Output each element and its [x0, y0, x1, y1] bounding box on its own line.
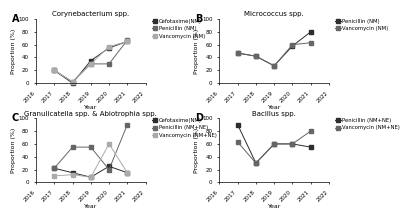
- Penicillin (NM+NE): [254, 162, 258, 164]
- Line: Penicillin (NM+NE): Penicillin (NM+NE): [52, 123, 129, 171]
- Penicillin (NM): [52, 69, 57, 72]
- Title: Granulicatella spp. & Abiotrophia spp.: Granulicatella spp. & Abiotrophia spp.: [24, 110, 157, 117]
- Cefotaxime(NM): [125, 172, 130, 174]
- Line: Penicillin (NM): Penicillin (NM): [52, 38, 129, 84]
- Penicillin (NM+NE): [107, 168, 112, 171]
- Penicillin (NM+NE): [70, 146, 75, 148]
- Penicillin (NM): [290, 45, 295, 47]
- Line: Vancomycin (NM): Vancomycin (NM): [52, 40, 129, 84]
- Line: Penicillin (NM+NE): Penicillin (NM+NE): [236, 123, 312, 165]
- Vancomycin (NM+NE): [308, 130, 313, 132]
- Vancomycin (NM): [70, 81, 75, 83]
- Penicillin (NM): [88, 63, 93, 65]
- Y-axis label: Proportion (%): Proportion (%): [11, 128, 16, 173]
- Text: A: A: [12, 14, 19, 24]
- Vancomycin (NM): [107, 45, 112, 48]
- Vancomycin (NM+NE): [88, 176, 93, 179]
- Y-axis label: Proportion (%): Proportion (%): [194, 28, 199, 74]
- Vancomycin (NM): [88, 63, 93, 65]
- Legend: Penicillin (NM+NE), Vancomycin (NM+NE): Penicillin (NM+NE), Vancomycin (NM+NE): [335, 118, 400, 130]
- Vancomycin (NM): [125, 40, 130, 43]
- Vancomycin (NM+NE): [290, 143, 295, 145]
- Text: C: C: [12, 113, 19, 123]
- Title: Bacillus spp.: Bacillus spp.: [252, 110, 296, 117]
- Legend: Cefotaxime(NM), Penicillin (NM), Vancomycin (NM): Cefotaxime(NM), Penicillin (NM), Vancomy…: [152, 18, 205, 39]
- Title: Corynebacterium spp.: Corynebacterium spp.: [52, 11, 130, 17]
- Y-axis label: Proportion (%): Proportion (%): [11, 28, 16, 74]
- Vancomycin (NM): [308, 42, 313, 44]
- Vancomycin (NM+NE): [125, 172, 130, 174]
- X-axis label: Year: Year: [84, 204, 98, 209]
- Vancomycin (NM): [290, 43, 295, 46]
- Legend: Cefotaxime(NM), Penicillin (NM+NE), Vancomycin (NM+NE): Cefotaxime(NM), Penicillin (NM+NE), Vanc…: [152, 118, 217, 138]
- Vancomycin (NM+NE): [70, 173, 75, 176]
- Vancomycin (NM+NE): [272, 143, 276, 145]
- Penicillin (NM+NE): [88, 146, 93, 148]
- X-axis label: Year: Year: [84, 105, 98, 110]
- Penicillin (NM+NE): [272, 143, 276, 145]
- Vancomycin (NM+NE): [235, 141, 240, 143]
- Line: Vancomycin (NM+NE): Vancomycin (NM+NE): [52, 142, 129, 179]
- Vancomycin (NM+NE): [52, 175, 57, 177]
- Cefotaxime(NM): [125, 40, 130, 43]
- Vancomycin (NM): [52, 69, 57, 72]
- Title: Micrococcus spp.: Micrococcus spp.: [244, 11, 304, 17]
- Line: Cefotaxime(NM): Cefotaxime(NM): [52, 165, 129, 179]
- Penicillin (NM): [254, 55, 258, 57]
- Penicillin (NM): [272, 64, 276, 67]
- Y-axis label: Proportion (%): Proportion (%): [194, 128, 199, 173]
- Cefotaxime(NM): [107, 47, 112, 49]
- Cefotaxime(NM): [52, 69, 57, 72]
- Penicillin (NM): [70, 81, 75, 83]
- Cefotaxime(NM): [70, 82, 75, 84]
- X-axis label: Year: Year: [268, 204, 281, 209]
- Text: B: B: [195, 14, 203, 24]
- Penicillin (NM): [107, 63, 112, 65]
- Penicillin (NM+NE): [125, 123, 130, 126]
- Vancomycin (NM+NE): [107, 143, 112, 145]
- Penicillin (NM): [308, 31, 313, 33]
- X-axis label: Year: Year: [268, 105, 281, 110]
- Cefotaxime(NM): [88, 59, 93, 62]
- Penicillin (NM+NE): [308, 146, 313, 148]
- Penicillin (NM+NE): [290, 143, 295, 145]
- Line: Cefotaxime(NM): Cefotaxime(NM): [52, 40, 129, 85]
- Cefotaxime(NM): [70, 172, 75, 174]
- Vancomycin (NM): [272, 64, 276, 67]
- Penicillin (NM): [125, 39, 130, 42]
- Penicillin (NM+NE): [235, 123, 240, 126]
- Cefotaxime(NM): [52, 167, 57, 170]
- Penicillin (NM): [235, 52, 240, 54]
- Vancomycin (NM+NE): [254, 162, 258, 164]
- Vancomycin (NM): [254, 55, 258, 57]
- Penicillin (NM+NE): [52, 167, 57, 170]
- Text: D: D: [195, 113, 203, 123]
- Legend: Penicillin (NM), Vancomycin (NM): Penicillin (NM), Vancomycin (NM): [335, 18, 388, 31]
- Line: Vancomycin (NM): Vancomycin (NM): [236, 41, 312, 68]
- Line: Vancomycin (NM+NE): Vancomycin (NM+NE): [236, 129, 312, 165]
- Vancomycin (NM): [235, 52, 240, 54]
- Cefotaxime(NM): [88, 176, 93, 179]
- Cefotaxime(NM): [107, 165, 112, 168]
- Line: Penicillin (NM): Penicillin (NM): [236, 30, 312, 68]
